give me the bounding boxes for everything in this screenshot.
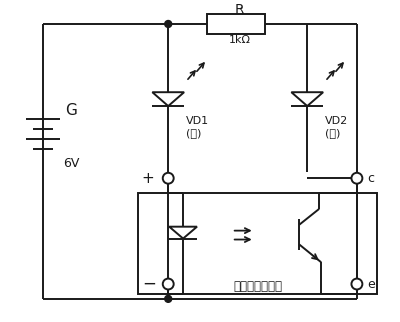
Text: VD1: VD1 [186,116,209,126]
Bar [138,193,377,294]
Circle shape [165,21,172,27]
Text: 6V: 6V [63,157,79,170]
Text: 1kΩ: 1kΩ [229,35,251,45]
Text: −: − [142,275,156,293]
Text: e: e [367,278,374,290]
Text: (绻): (绻) [325,128,340,138]
Circle shape [165,295,172,302]
Text: (红): (红) [186,128,202,138]
Circle shape [352,279,362,289]
Text: c: c [367,172,374,185]
Circle shape [163,279,174,289]
Text: 被测光电耦合器: 被测光电耦合器 [233,279,282,292]
Bar [207,14,264,34]
Circle shape [163,173,174,184]
Text: G: G [65,103,77,118]
Text: R: R [235,3,244,17]
Circle shape [352,173,362,184]
Text: VD2: VD2 [325,116,348,126]
Text: +: + [142,171,154,186]
